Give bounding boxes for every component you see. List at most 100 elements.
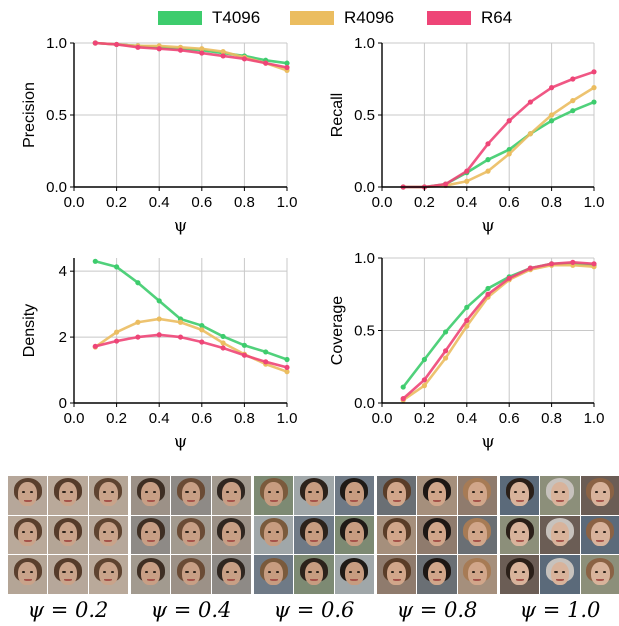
face-eye (399, 531, 403, 534)
psi-label: ψ = 0.2 (27, 598, 109, 622)
data-point-t4096 (421, 356, 427, 363)
face-eye (594, 531, 598, 534)
psi-label: ψ = 0.6 (273, 598, 355, 622)
data-point-r64 (570, 76, 576, 82)
face-eye (562, 491, 566, 494)
face-skin (18, 482, 38, 507)
x-axis-label: ψ (481, 432, 494, 452)
face-eye (356, 531, 360, 534)
data-point-r64 (284, 364, 290, 371)
series-line-r64 (402, 261, 595, 400)
face-eye (316, 570, 320, 573)
face-sample-image (500, 515, 540, 555)
data-point-t4096 (284, 356, 290, 363)
face-eye (145, 531, 149, 534)
face-sample-image (8, 476, 48, 515)
x-tick-label: 0.4 (149, 410, 170, 427)
face-sample-image (211, 476, 251, 515)
face-sample-image (334, 515, 374, 555)
face-sample-image (377, 515, 417, 555)
face-skin (264, 561, 284, 586)
face-sample-image (88, 515, 128, 555)
face-skin (181, 561, 201, 586)
x-tick-label: 0.2 (414, 410, 435, 427)
face-skin (427, 482, 447, 507)
x-tick-label: 0.8 (234, 194, 255, 211)
face-skin (590, 482, 610, 507)
face-skin (264, 482, 284, 507)
legend-swatch (290, 11, 334, 25)
series-line-r64 (94, 333, 288, 369)
y-tick-label: 1.0 (46, 35, 67, 52)
face-sample-image (294, 476, 334, 515)
face-eye (22, 491, 26, 494)
data-point-r64 (421, 377, 427, 383)
data-point-r64 (591, 69, 597, 75)
face-eye (62, 531, 66, 534)
face-mouth (473, 539, 482, 542)
face-samples: ψ = 0.2 ψ = 0.4 ψ = 0.6 ψ = 0.8 ψ = 1.0 (0, 472, 619, 626)
data-point-r4096 (527, 131, 534, 137)
psi-label: ψ = 0.4 (150, 598, 232, 622)
face-eye (22, 531, 26, 534)
data-point-r64 (199, 339, 205, 345)
face-eye (522, 531, 526, 534)
data-point-r64 (220, 345, 226, 351)
face-eye (522, 491, 526, 494)
face-skin (344, 482, 364, 507)
face-eye (110, 531, 114, 534)
face-skin (550, 521, 570, 546)
face-skin (58, 482, 78, 507)
face-skin (18, 561, 38, 586)
data-point-r64 (284, 64, 290, 71)
face-mouth (556, 539, 564, 542)
face-sample-image (254, 515, 294, 555)
face-mouth (473, 499, 482, 502)
face-eye (399, 570, 403, 573)
x-tick-label: 0.0 (64, 194, 85, 211)
face-eye (594, 570, 598, 573)
face-eye (602, 491, 606, 494)
face-skin (510, 482, 530, 507)
face-sample-image (8, 515, 48, 555)
y-tick-label: 0.0 (46, 179, 67, 196)
face-mouth (596, 579, 605, 582)
data-point-r64 (443, 181, 449, 187)
data-point-r64 (400, 396, 406, 402)
x-tick-label: 1.0 (584, 194, 605, 211)
face-mouth (146, 579, 155, 582)
face-sample-image (540, 515, 580, 555)
face-skin (98, 482, 118, 507)
data-point-t4096 (92, 258, 98, 264)
face-sample-image (48, 555, 88, 594)
data-point-t4096 (156, 298, 162, 304)
face-sample-image (457, 515, 497, 555)
face-mouth (596, 499, 605, 502)
face-eye (153, 531, 157, 534)
face-eye (391, 531, 395, 534)
face-sample-image (131, 555, 171, 594)
face-skin (98, 561, 118, 586)
y-tick-label: 0.0 (354, 179, 375, 196)
face-eye (514, 570, 518, 573)
y-axis-label: Density (21, 304, 38, 357)
face-sample-image (540, 476, 580, 515)
face-sample-image (377, 476, 417, 515)
face-mouth (64, 579, 72, 582)
data-point-r4096 (177, 319, 184, 325)
data-point-r64 (156, 332, 162, 338)
face-eye (153, 491, 157, 494)
data-point-r4096 (284, 369, 290, 375)
data-point-t4096 (241, 342, 247, 348)
face-skin (344, 561, 364, 586)
face-eye (562, 570, 566, 573)
face-eye (308, 531, 312, 534)
face-sample-image (377, 555, 417, 594)
chart-recall: 0.0 0.2 0.4 0.6 0.8 1.0 0.0 0.5 1.0 ψ Recall (329, 35, 605, 236)
chart-precision: 0.0 0.2 0.4 0.6 0.8 1.0 0.0 0.5 1.0 ψ Precision (21, 35, 297, 236)
face-sample-image (48, 515, 88, 555)
face-sample-image (88, 555, 128, 594)
x-tick-label: 0.4 (456, 410, 477, 427)
data-point-r4096 (114, 329, 120, 335)
face-sample-image (254, 476, 294, 515)
